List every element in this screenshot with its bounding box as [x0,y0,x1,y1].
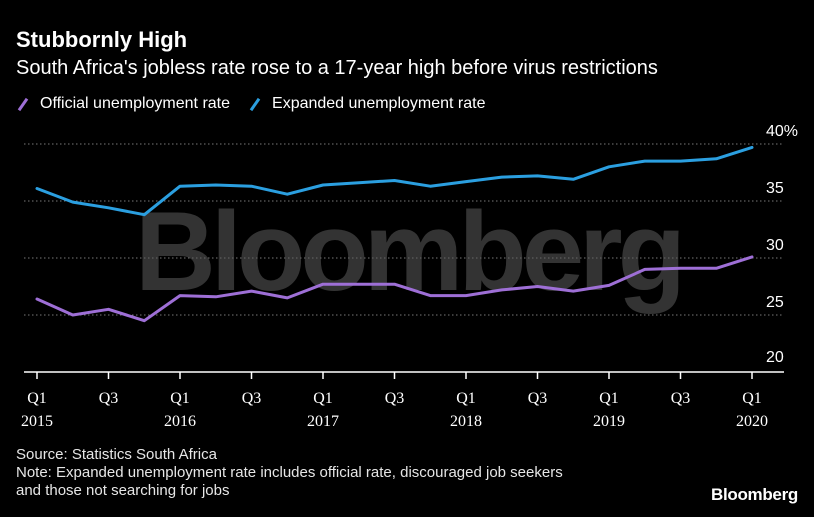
footnote-line-1: Note: Expanded unemployment rate include… [16,464,563,481]
x-tick-label: Q1 [456,390,476,407]
y-tick-label: 35 [766,180,784,197]
footer: Source: Statistics South Africa Note: Ex… [16,446,563,500]
axis-layer: 40% 35 30 25 20 Q1 2015 Q3 Q1 2016 Q3 Q1 2017 Q3 Q1 201… [21,123,798,430]
x-tick-year-label: 2018 [450,413,482,430]
x-tick-label: Q3 [99,390,119,407]
x-tick-year-label: 2017 [307,413,339,430]
y-tick-label: 30 [766,237,784,254]
x-tick-label: Q3 [242,390,262,407]
watermark-logo: Bloomberg [135,189,681,314]
legend-label-expanded: Expanded unemployment rate [272,95,486,112]
legend-item-expanded: Expanded unemployment rate [248,94,485,114]
series-line-expanded [35,145,754,217]
y-tick-label: 25 [766,294,784,311]
x-tick-label: Q1 [599,390,619,407]
x-tick-year-label: 2016 [164,413,196,430]
footnote-line-2: and those not searching for jobs [16,482,230,499]
grid-layer [24,143,784,316]
x-tick-year-label: 2019 [593,413,625,430]
y-tick-label: 40% [766,123,798,140]
chart-subtitle: South Africa's jobless rate rose to a 17… [16,57,658,79]
legend-item-official: Official unemployment rate [16,94,230,114]
series-line-official [35,255,754,323]
x-tick-label: Q1 [170,390,190,407]
legend-label-official: Official unemployment rate [40,95,231,112]
y-tick-label: 20 [766,349,784,366]
x-tick-label: Q3 [671,390,691,407]
x-tick-label: Q1 [27,390,47,407]
series-layer [35,145,754,323]
legend: Official unemployment rate Expanded unem… [16,94,503,114]
x-tick-label: Q3 [528,390,548,407]
x-tick-label: Q1 [742,390,762,407]
x-tick-label: Q3 [385,390,405,407]
x-tick-label: Q1 [313,390,333,407]
x-tick-year-label: 2020 [736,413,768,430]
chart-title: Stubbornly High [16,27,188,52]
x-tick-year-label: 2015 [21,413,53,430]
source-note: Source: Statistics South Africa [16,446,217,463]
bloomberg-logo: Bloomberg [710,485,798,504]
